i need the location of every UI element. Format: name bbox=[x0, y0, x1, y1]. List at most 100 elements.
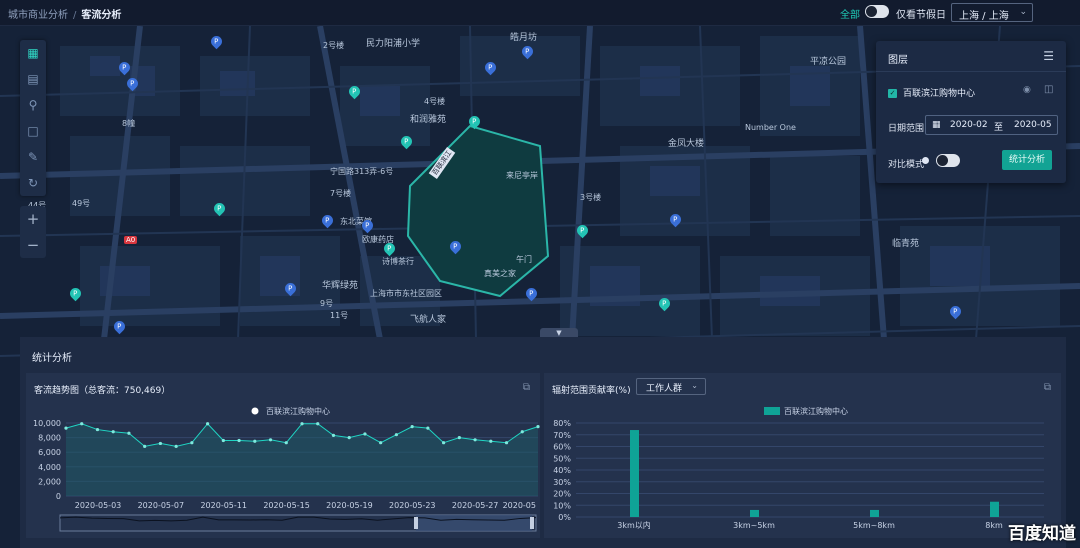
top-bar: 城市商业分析 / 客流分析 全部 仅看节假日 上海 / 上海 ⌄ bbox=[0, 0, 1080, 26]
map-label: 真美之家 bbox=[484, 269, 516, 278]
comment-icon[interactable]: □ bbox=[27, 124, 39, 138]
data-point bbox=[394, 433, 398, 437]
y-tick-label: 8,000 bbox=[38, 434, 61, 443]
trend-chart[interactable]: 百联滨江购物中心 0 2,000 4,000 6,000 8,000 10,000 2020-… bbox=[26, 373, 540, 538]
zoom-controls: + − bbox=[20, 206, 46, 258]
range-handle-left bbox=[414, 517, 418, 529]
map-label: 金凤大楼 bbox=[668, 139, 705, 149]
y-tick-label: 0% bbox=[558, 513, 571, 522]
refresh-icon[interactable]: ↻ bbox=[27, 176, 39, 190]
radiation-chart[interactable]: 百联滨江购物中心 0% 10% 20% 30% 40% 50% 60% 70% 80% 3km以内 3… bbox=[544, 373, 1061, 538]
data-point bbox=[268, 438, 273, 442]
radiation-title: 辐射范围贡献率(%) bbox=[552, 386, 631, 396]
y-tick-label: 20% bbox=[553, 490, 571, 499]
map-label: 4号楼 bbox=[424, 97, 446, 106]
data-point bbox=[95, 427, 100, 432]
expand-icon[interactable]: ⧉ bbox=[1043, 382, 1051, 393]
data-point bbox=[80, 422, 84, 426]
zoom-out-icon[interactable]: − bbox=[26, 236, 40, 254]
data-point bbox=[111, 430, 115, 434]
eye-icon[interactable]: ◉ bbox=[1023, 85, 1031, 95]
map-label: 民力阳浦小学 bbox=[366, 39, 421, 49]
data-point bbox=[316, 422, 320, 426]
data-point bbox=[253, 439, 257, 443]
data-point bbox=[221, 438, 225, 443]
layer-item[interactable]: ✓ 百联滨江购物中心 bbox=[888, 86, 975, 99]
search-icon[interactable]: ⚲ bbox=[28, 98, 38, 112]
x-tick-label: 3km~5km bbox=[733, 521, 775, 530]
crowd-select-value: 工作人群 bbox=[646, 384, 683, 394]
city-select[interactable]: 上海 / 上海 ⌄ bbox=[951, 3, 1033, 22]
x-tick-label: 8km bbox=[985, 521, 1003, 530]
data-point bbox=[504, 441, 509, 445]
x-tick-label: 2020-05-23 bbox=[389, 501, 436, 510]
y-tick-label: 70% bbox=[553, 431, 571, 440]
map-label: 午门 bbox=[516, 255, 532, 264]
map-label: 飞航人家 bbox=[410, 315, 447, 325]
crowd-select[interactable]: 工作人群 ⌄ bbox=[636, 378, 706, 395]
y-tick-label: 4,000 bbox=[38, 463, 61, 472]
map-label: 2号楼 bbox=[323, 41, 345, 50]
city-select-value: 上海 / 上海 bbox=[959, 11, 1009, 22]
data-point bbox=[473, 438, 477, 442]
toggle-knob bbox=[937, 155, 948, 166]
map-label: 华辉绿苑 bbox=[322, 281, 359, 291]
map-label: 11号 bbox=[330, 311, 349, 320]
trash-icon[interactable]: ◫ bbox=[1044, 84, 1054, 95]
y-tick-label: 2,000 bbox=[38, 477, 61, 486]
bar bbox=[630, 430, 639, 517]
data-point bbox=[520, 430, 524, 434]
date-range-label: 日期范围 bbox=[888, 124, 925, 134]
layer-checkbox[interactable]: ✓ bbox=[888, 89, 897, 98]
legend-marker bbox=[764, 407, 780, 415]
map-label: 49号 bbox=[72, 199, 91, 208]
x-tick-label: 2020-05-03 bbox=[75, 501, 122, 510]
radiation-card: 辐射范围贡献率(%) 工作人群 ⌄ ⧉ 百联滨江购物中心 0% 10% 20% 30% 4… bbox=[544, 373, 1061, 538]
x-tick-label: 5km~8km bbox=[853, 521, 895, 530]
data-point bbox=[174, 444, 178, 448]
date-range-picker[interactable]: ▦ 2020-02 至 2020-05 bbox=[925, 115, 1058, 135]
map-label: Number One bbox=[745, 123, 796, 132]
map-label: 欧康药店 bbox=[362, 235, 394, 244]
layer-name: 百联滨江购物中心 bbox=[903, 89, 976, 99]
data-point bbox=[536, 425, 540, 429]
data-point bbox=[489, 439, 493, 443]
map-label: 来尼亭岸 bbox=[506, 171, 538, 180]
map-label: 平凉公园 bbox=[810, 57, 847, 67]
data-point bbox=[190, 441, 194, 445]
range-slider bbox=[59, 514, 537, 532]
breadcrumb-parent[interactable]: 城市商业分析 bbox=[8, 10, 68, 21]
bar bbox=[990, 501, 999, 517]
menu-icon[interactable]: ☰ bbox=[1043, 49, 1054, 63]
collapse-panel-button[interactable]: ▼ bbox=[540, 328, 578, 337]
info-icon bbox=[922, 157, 929, 164]
map-label: 和润雅苑 bbox=[410, 115, 447, 125]
expand-icon[interactable]: ⧉ bbox=[522, 382, 530, 393]
map-label: 8幢 bbox=[122, 119, 136, 128]
map-label: 9号 bbox=[320, 299, 334, 308]
data-point bbox=[127, 431, 131, 435]
holiday-toggle[interactable] bbox=[865, 5, 889, 18]
y-tick-label: 50% bbox=[553, 454, 571, 463]
map-streets bbox=[0, 26, 1080, 548]
map-label: 临青苑 bbox=[892, 239, 920, 249]
legend-marker bbox=[251, 407, 259, 415]
data-point bbox=[158, 441, 162, 446]
holiday-label: 仅看节假日 bbox=[896, 10, 946, 21]
data-point bbox=[300, 422, 304, 426]
ruler-icon[interactable]: ✎ bbox=[27, 150, 39, 164]
layer-icon[interactable]: ▤ bbox=[27, 72, 39, 86]
data-point bbox=[64, 426, 68, 430]
zoom-in-icon[interactable]: + bbox=[26, 210, 40, 228]
data-point bbox=[284, 441, 288, 445]
breadcrumb: 城市商业分析 / 客流分析 bbox=[8, 6, 121, 21]
stats-panel: 统计分析 客流趋势图（总客流：750,469） ⧉ 百联滨江购物中心 0 2,000… bbox=[20, 337, 1066, 548]
data-point bbox=[363, 432, 367, 436]
range-slider-window bbox=[416, 515, 532, 531]
building-icon[interactable]: ▦ bbox=[27, 46, 39, 60]
analyze-button[interactable]: 统计分析 bbox=[1002, 150, 1052, 170]
layer-panel-title: 图层 bbox=[888, 55, 908, 66]
breadcrumb-separator: / bbox=[73, 10, 77, 21]
compare-mode-toggle[interactable] bbox=[936, 154, 960, 167]
map-toolbar: ▦ ▤ ⚲ □ ✎ ↻ bbox=[20, 40, 46, 196]
